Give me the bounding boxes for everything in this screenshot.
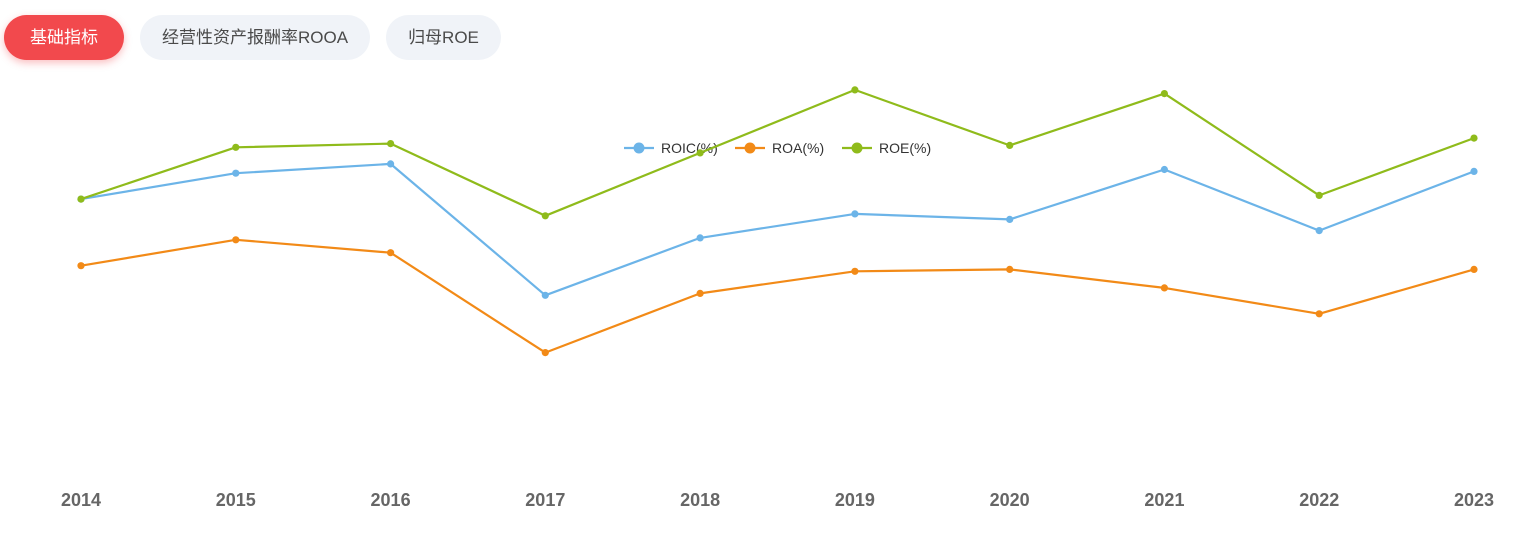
legend-marker-0 (633, 142, 645, 154)
series-1 (77, 236, 1478, 357)
data-point-1-2 (387, 249, 395, 257)
data-point-0-1 (232, 169, 240, 177)
data-point-1-1 (232, 236, 240, 244)
series-layer (77, 86, 1478, 357)
data-point-1-6 (1006, 265, 1014, 273)
series-line-2 (79, 88, 1476, 217)
series-0 (77, 160, 1478, 299)
data-point-2-6 (1006, 141, 1014, 149)
series-line-0 (79, 162, 1476, 297)
data-point-2-3 (541, 212, 549, 220)
data-point-1-7 (1160, 284, 1168, 292)
data-point-0-2 (387, 160, 395, 168)
x-tick-label: 2017 (525, 490, 565, 510)
data-point-0-5 (851, 210, 859, 218)
legend-label-1: ROA(%) (772, 140, 824, 156)
legend-marker-2 (851, 142, 863, 154)
data-point-1-4 (696, 289, 704, 297)
data-point-0-9 (1470, 167, 1478, 175)
data-point-0-4 (696, 234, 704, 242)
legend-label-2: ROE(%) (879, 140, 931, 156)
data-point-1-0 (77, 262, 85, 270)
x-tick-label: 2015 (216, 490, 256, 510)
data-point-0-7 (1160, 165, 1168, 174)
x-tick-label: 2023 (1454, 490, 1494, 510)
data-point-2-0 (77, 195, 85, 203)
data-point-2-1 (232, 143, 240, 151)
data-point-1-5 (851, 267, 859, 275)
data-point-2-7 (1160, 90, 1168, 98)
data-point-2-9 (1470, 134, 1478, 142)
x-tick-label: 2020 (990, 490, 1030, 510)
data-point-2-2 (387, 140, 395, 148)
chart-legend: ROIC(%) ROA(%) ROE(%) (624, 140, 931, 156)
data-point-2-8 (1315, 191, 1323, 199)
data-point-2-4 (696, 149, 704, 157)
data-point-0-8 (1315, 227, 1323, 235)
data-point-0-6 (1006, 215, 1014, 223)
x-tick-label: 2022 (1299, 490, 1339, 510)
legend-item-0: ROIC(%) (624, 140, 718, 156)
legend-item-2: ROE(%) (842, 140, 931, 156)
data-point-1-3 (541, 349, 549, 357)
tab-rooa[interactable]: 经营性资产报酬率ROOA (140, 15, 371, 60)
data-point-2-5 (851, 86, 859, 94)
legend-item-1: ROA(%) (735, 140, 824, 156)
x-tick-label: 2021 (1144, 490, 1184, 510)
data-point-1-8 (1315, 310, 1323, 318)
tab-bar: 基础指标 经营性资产报酬率ROOA 归母ROE (4, 15, 501, 60)
x-tick-label: 2018 (680, 490, 720, 510)
x-tick-label: 2014 (61, 490, 101, 510)
tab-basic-indicators[interactable]: 基础指标 (4, 15, 124, 60)
legend-marker-1 (744, 142, 756, 154)
tab-parent-roe[interactable]: 归母ROE (386, 15, 501, 60)
series-line-1 (79, 238, 1476, 354)
x-tick-label: 2016 (371, 490, 411, 510)
x-axis: 2014 2015 2016 2017 2018 2019 2020 2021 2022 2023 (61, 490, 1494, 510)
x-tick-label: 2019 (835, 490, 875, 510)
series-2 (77, 86, 1478, 220)
data-point-1-9 (1470, 265, 1478, 273)
data-point-0-3 (541, 291, 549, 299)
